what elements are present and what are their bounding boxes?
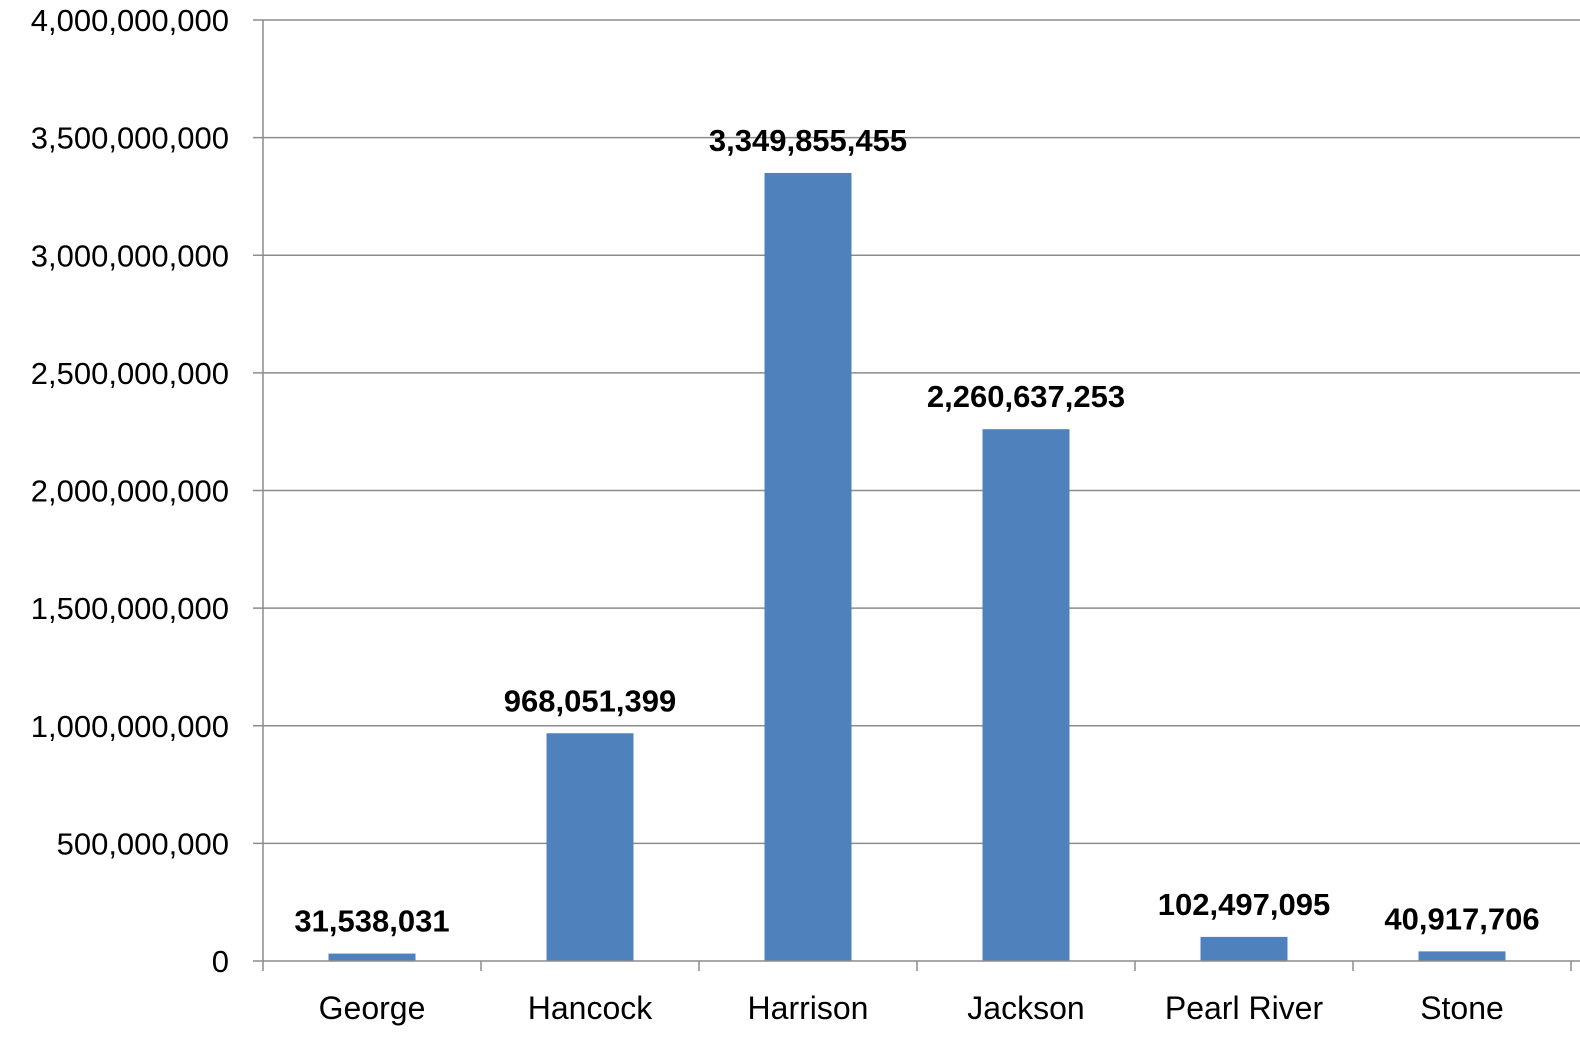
y-axis-tick-labels: 0 500,000,000 1,000,000,000 1,500,000,000 2,… xyxy=(31,3,229,979)
data-label: 2,260,637,253 xyxy=(927,379,1125,414)
x-tick-label: George xyxy=(319,990,426,1026)
data-label: 3,349,855,455 xyxy=(709,123,907,158)
y-tick-label: 500,000,000 xyxy=(57,826,229,861)
x-tick-label: Jackson xyxy=(967,990,1084,1026)
y-tick-label: 2,500,000,000 xyxy=(31,356,229,391)
y-tick-label: 2,000,000,000 xyxy=(31,474,229,509)
bars xyxy=(328,172,1506,962)
bar-george xyxy=(328,953,416,961)
bar-pearl-river xyxy=(1200,936,1288,961)
x-axis-tick-labels: George Hancock Harrison Jackson Pearl River S… xyxy=(319,990,1504,1026)
bar-stone xyxy=(1418,951,1506,961)
y-tick-label: 0 xyxy=(212,944,229,979)
gridlines xyxy=(263,19,1580,845)
axes xyxy=(253,19,1580,971)
y-tick-label: 3,500,000,000 xyxy=(31,121,229,156)
data-label: 40,917,706 xyxy=(1384,901,1539,936)
bar-harrison xyxy=(764,172,852,961)
y-tick-label: 3,000,000,000 xyxy=(31,238,229,273)
x-tick-label: Pearl River xyxy=(1165,990,1324,1026)
bar-jackson xyxy=(982,429,1070,962)
y-tick-label: 1,500,000,000 xyxy=(31,591,229,626)
y-tick-label: 1,000,000,000 xyxy=(31,709,229,744)
data-label: 968,051,399 xyxy=(504,683,676,718)
data-label: 102,497,095 xyxy=(1158,887,1330,922)
data-label: 31,538,031 xyxy=(294,904,449,939)
y-tick-label: 4,000,000,000 xyxy=(31,3,229,38)
x-tick-label: Stone xyxy=(1420,990,1504,1026)
x-tick-label: Hancock xyxy=(528,990,654,1026)
bar-hancock xyxy=(546,733,634,961)
data-labels: 31,538,031 968,051,399 3,349,855,455 2,260,… xyxy=(294,123,1539,939)
x-tick-label: Harrison xyxy=(748,990,869,1026)
